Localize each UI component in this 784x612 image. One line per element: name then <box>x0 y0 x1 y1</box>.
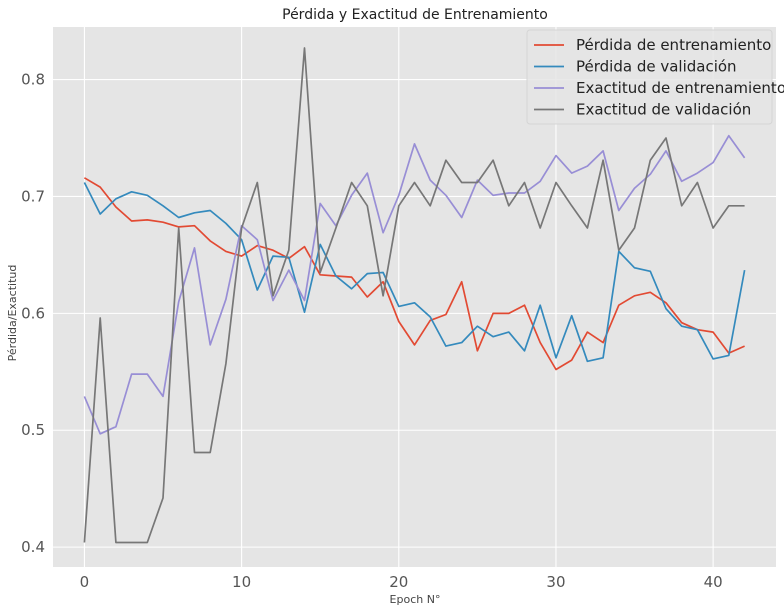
y-tick-label: 0.6 <box>21 304 45 322</box>
y-tick-label: 0.7 <box>21 187 45 205</box>
series-line-2 <box>83 134 746 435</box>
legend: Pérdida de entrenamiento Pérdida de valid… <box>526 29 784 125</box>
x-tick-label: 10 <box>232 573 251 591</box>
x-tick-label: 40 <box>704 573 723 591</box>
series-line-1 <box>83 182 746 363</box>
series-line-0 <box>83 177 745 371</box>
y-axis-ticks: 0.4 0.5 0.6 0.7 0.8 <box>21 71 45 557</box>
series-line-3 <box>83 47 745 544</box>
series-lines <box>83 47 746 544</box>
legend-label: Pérdida de entrenamiento <box>576 36 771 54</box>
x-axis-ticks: 0 10 20 30 40 <box>80 573 723 591</box>
x-tick-label: 30 <box>546 573 565 591</box>
legend-box <box>526 29 773 125</box>
x-tick-label: 20 <box>389 573 408 591</box>
x-axis-label: Epoch N° <box>390 593 441 606</box>
legend-label: Exactitud de validación <box>576 101 751 119</box>
chart-title: Pérdida y Exactitud de Entrenamiento <box>282 7 548 23</box>
y-tick-label: 0.5 <box>21 421 45 439</box>
legend-label: Exactitud de entrenamiento <box>576 79 784 97</box>
y-tick-label: 0.8 <box>21 71 45 89</box>
y-axis-label: Pérdida/Exactitud <box>6 265 19 362</box>
legend-label: Pérdida de validación <box>576 58 737 76</box>
y-tick-label: 0.4 <box>21 538 45 556</box>
x-tick-label: 0 <box>80 573 90 591</box>
